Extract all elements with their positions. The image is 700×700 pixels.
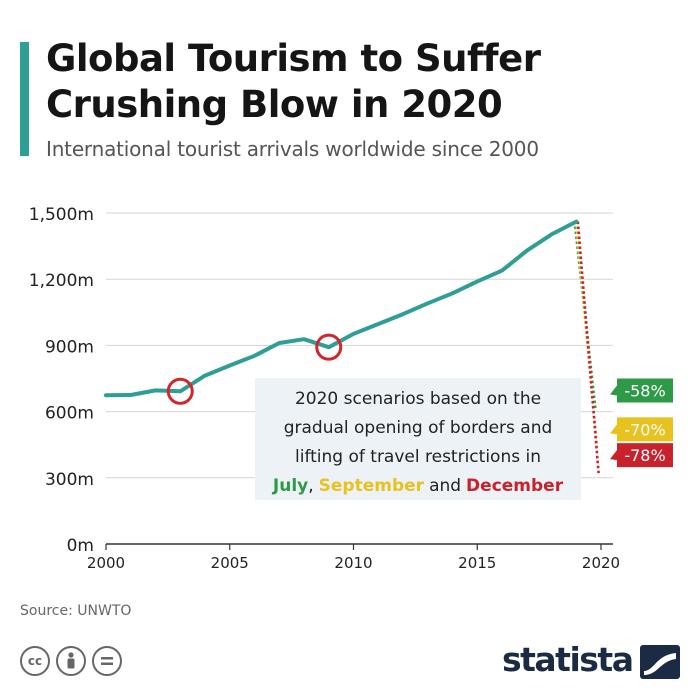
y-tick-label: 0m <box>67 536 94 556</box>
x-tick-label: 2005 <box>211 554 249 572</box>
annotation-december: December <box>466 476 564 496</box>
y-tick-label: 900m <box>45 337 94 357</box>
page-subtitle: International tourist arrivals worldwide… <box>46 137 539 161</box>
highlight-circle-2003 <box>166 377 194 405</box>
y-tick-label: 600m <box>45 404 94 424</box>
page-title: Global Tourism to Suffer Crushing Blow i… <box>46 37 541 126</box>
badge-pointer <box>610 385 617 396</box>
scenario-line-december <box>576 221 600 474</box>
series-line-arrivals <box>104 219 579 398</box>
x-tick-label: 2020 <box>582 554 620 572</box>
x-tick-label: 2015 <box>458 554 496 572</box>
statista-logo-icon <box>640 645 680 679</box>
annotation-comma: , <box>308 476 313 496</box>
annotation-line-4: July, September and December <box>272 476 564 496</box>
cc-icon[interactable]: cc <box>20 646 50 676</box>
attribution-icon[interactable] <box>56 646 86 676</box>
badge-label: -78% <box>624 446 665 465</box>
annotation-july: July <box>272 476 308 496</box>
brand-logo-text[interactable]: statista <box>502 640 634 679</box>
scenario-badge-july: -58% <box>610 378 673 403</box>
badge-background <box>617 378 673 403</box>
badge-label: -70% <box>624 420 665 439</box>
source-note: Source: UNWTO <box>20 603 132 619</box>
annotation-box <box>255 378 581 500</box>
annotation-september: September <box>319 476 425 496</box>
annotation-line-2: gradual opening of borders and <box>284 418 553 438</box>
badge-label: -58% <box>624 382 665 401</box>
scenario-badge-december: -78% <box>610 443 673 468</box>
badge-background <box>617 443 673 468</box>
scenario-badge-september: -70% <box>610 417 673 442</box>
badge-pointer <box>610 450 617 461</box>
badge-pointer <box>610 424 617 435</box>
x-tick-label: 2000 <box>87 554 125 572</box>
badge-background <box>617 417 673 442</box>
title-accent-bar <box>20 42 29 156</box>
x-tick-label: 2010 <box>334 554 372 572</box>
y-tick-label: 1,200m <box>29 271 94 291</box>
y-tick-label: 1,500m <box>29 205 94 225</box>
annotation-and: and <box>429 476 461 496</box>
no-derivatives-icon[interactable] <box>92 646 122 676</box>
license-icons: cc <box>20 646 122 676</box>
annotation-line-1: 2020 scenarios based on the <box>295 389 541 409</box>
annotation-line-3: lifting of travel restrictions in <box>295 447 541 467</box>
highlight-circle-2009 <box>315 333 343 361</box>
y-tick-label: 300m <box>45 470 94 490</box>
